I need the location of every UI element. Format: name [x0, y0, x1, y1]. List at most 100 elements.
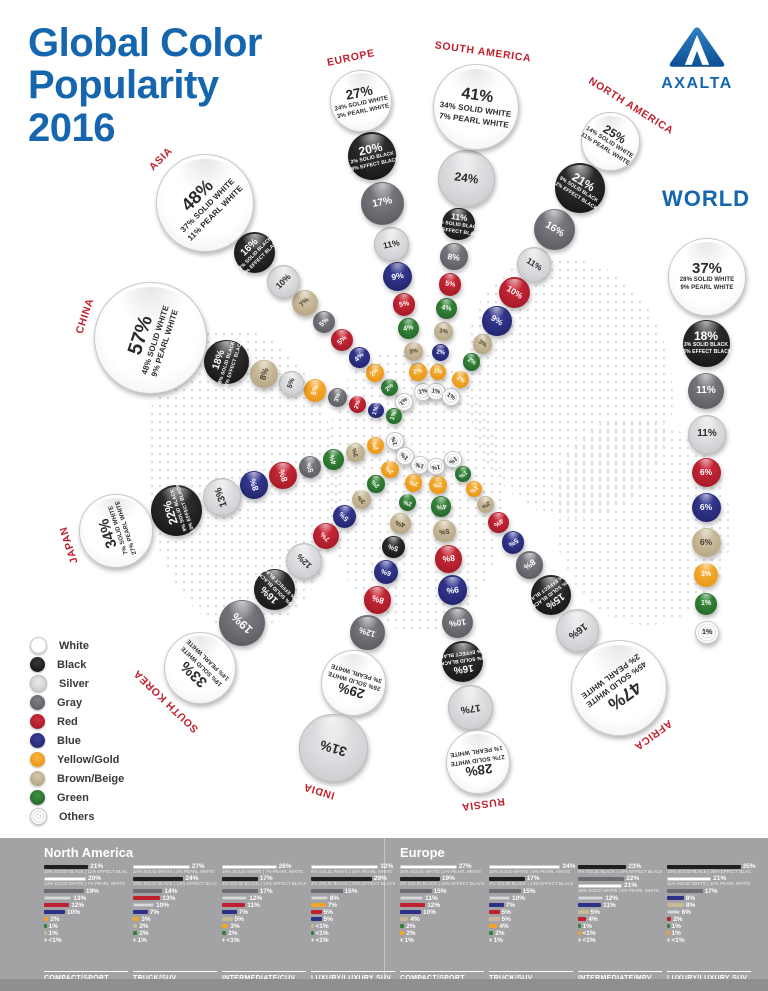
bar-value: 7% — [327, 901, 338, 909]
bar-value: 2% — [139, 929, 149, 937]
bar-row-white: 20% 13% SOLID WHITE | 7% PEARL WHITE — [44, 875, 128, 886]
bar-row-blue: 7% — [489, 902, 573, 909]
color-circle-europe-blue: 9% — [383, 261, 413, 291]
bar-line: 15% — [311, 888, 395, 895]
bar-value: 20% — [88, 875, 102, 883]
bar-value: 2% — [228, 929, 238, 937]
brown_beige-bar — [222, 917, 233, 922]
bar-row-white: 26% 19% SOLID WHITE | 7% PEARL WHITE — [222, 863, 306, 874]
legend-label-red: Red — [57, 715, 78, 728]
bar-row-blue: 7% — [133, 909, 217, 916]
bar-value: 1% — [493, 936, 503, 944]
bar-row-brown_beige: 5% — [578, 909, 662, 916]
color-circle-world-silver: 11% — [687, 415, 727, 454]
bar-line: <1% — [311, 937, 395, 944]
bar-row-red: 2% — [667, 916, 751, 923]
color-circle-world-blue: 6% — [691, 492, 721, 522]
bar-value: 1% — [48, 929, 58, 937]
color-circle-africa-silver: 16% — [556, 609, 600, 653]
bar-row-yellow_gold: 4% — [489, 922, 573, 930]
bar-breakdown: 8% SOLID WHITE | 24% PEARL WHITE — [311, 869, 393, 874]
bar-value: 4% — [499, 922, 509, 930]
black-bar — [133, 876, 184, 881]
bar-line: 19% — [44, 888, 128, 895]
color-circle-asia-blue: 4% — [348, 346, 370, 368]
bar-row-gray: 17% — [667, 888, 751, 895]
red-bar — [44, 903, 70, 908]
bar-line: 2% — [489, 930, 573, 937]
segment-columns-na: 21% 10% SOLID BLACK | 11% EFFECT BLACK 20%… — [44, 863, 395, 982]
brown_beige-bar — [44, 931, 47, 936]
bar-line: 2% — [667, 916, 751, 923]
red-bar — [400, 903, 426, 908]
color-circle-europe-green: 4% — [398, 318, 420, 340]
color-circle-africa-others: 1% — [444, 450, 463, 469]
bar-row-brown_beige: 5% — [222, 916, 306, 923]
bar-value: 19% — [441, 875, 455, 883]
color-circle-china-black: 18% 8% SOLID BLACK 10% EFFECT BLACK — [204, 339, 249, 390]
bar-row-brown_beige: 1% — [44, 929, 128, 937]
green-bar — [667, 924, 670, 929]
bar-value: 10% — [67, 908, 81, 916]
bar-line: 10% — [489, 895, 573, 902]
bar-row-gray: 15% — [311, 888, 395, 895]
yellow_gold-bar — [133, 917, 140, 922]
bar-value: 5% — [501, 908, 511, 916]
bar-row-blue: 7% — [222, 909, 306, 916]
bar-line: 5% — [311, 909, 395, 916]
bar-line: 32% — [311, 863, 395, 870]
brown_beige-bar — [489, 917, 500, 922]
brown_beige-bar — [667, 903, 684, 908]
bar-row-yellow_gold: <1% — [578, 930, 662, 937]
bar-row-yellow_gold: 2% — [44, 916, 128, 923]
bar-value: 11% — [425, 894, 438, 902]
color-circle-africa-blue: 5% — [501, 531, 525, 554]
bar-line: 26% — [222, 863, 306, 870]
silver-bar — [44, 896, 72, 901]
bar-row-red: 13% — [133, 895, 217, 902]
color-circle-north-america-brown_beige: 3% — [472, 334, 493, 354]
color-circle-china-yellow_gold: 5% — [303, 379, 327, 402]
color-circle-asia-gray: 5% — [312, 310, 336, 334]
percent-value: 11% — [697, 428, 717, 440]
white-swatch-icon — [30, 637, 47, 654]
percent-value: 6% — [699, 466, 713, 477]
color-circle-japan-yellow_gold: 2% — [366, 437, 385, 455]
bar-breakdown: 10% SOLID BLACK | 11% EFFECT BLACK — [44, 869, 128, 874]
color-circle-europe-yellow_gold: 2% — [409, 363, 427, 381]
bar-row-blue: 8% — [667, 895, 751, 902]
bar-row-silver: 12% — [222, 895, 306, 902]
segment-column-na-1: 27% 24% SOLID WHITE | 3% PEARL WHITE 24% 10… — [133, 863, 217, 982]
bar-line: <1% — [667, 937, 751, 944]
bar-value: 2% — [406, 922, 416, 930]
bar-row-green: 1% — [578, 923, 662, 930]
color-circle-africa-gray: 8% — [515, 551, 544, 579]
color-circle-south-america-gray: 8% — [440, 242, 468, 271]
bar-row-black: 17% 4% SOLID BLACK | 13% EFFECT BLACK — [489, 875, 573, 887]
bar-value: <1% — [315, 929, 329, 937]
color-circle-north-america-white: 25% 14% SOLID WHITE 11% PEARL WHITE — [580, 112, 640, 171]
red-bar — [222, 903, 246, 908]
color-circle-russia-others: 1% — [427, 457, 446, 476]
bar-row-gray: 15% — [400, 888, 484, 895]
legend-label-yellow_gold: Yellow/Gold — [57, 753, 120, 766]
green-bar — [222, 931, 227, 936]
bar-line: <1% — [578, 930, 662, 937]
silver-bar — [578, 896, 604, 901]
segment-column-na-0: 21% 10% SOLID BLACK | 11% EFFECT BLACK 20%… — [44, 863, 128, 982]
world-column-label: WORLD — [661, 186, 751, 211]
color-circle-japan-green: 4% — [322, 448, 344, 470]
bar-breakdown: 4% SOLID BLACK | 13% EFFECT BLACK — [489, 881, 573, 887]
segment-column-na-2: 26% 19% SOLID WHITE | 7% PEARL WHITE 17% 4%… — [222, 863, 306, 982]
others-bar — [400, 938, 403, 943]
circle-text: 37% 28% SOLID WHITE 9% PEARL WHITE — [669, 239, 745, 315]
percent-breakdown: 9% PEARL WHITE — [680, 285, 734, 292]
silver-bar — [311, 896, 328, 901]
bar-line: 5% — [222, 916, 306, 923]
segment-columns-eu: 27% 25% SOLID WHITE | 2% PEARL WHITE 19% 3%… — [400, 863, 756, 982]
bar-line: <1% — [222, 937, 306, 944]
color-circle-asia-green: 2% — [380, 378, 399, 397]
bar-row-white: 21% 11% SOLID WHITE | 10% PEARL WHITE — [667, 875, 751, 886]
silver-bar — [133, 903, 154, 908]
bar-row-green: 2% — [489, 930, 573, 937]
